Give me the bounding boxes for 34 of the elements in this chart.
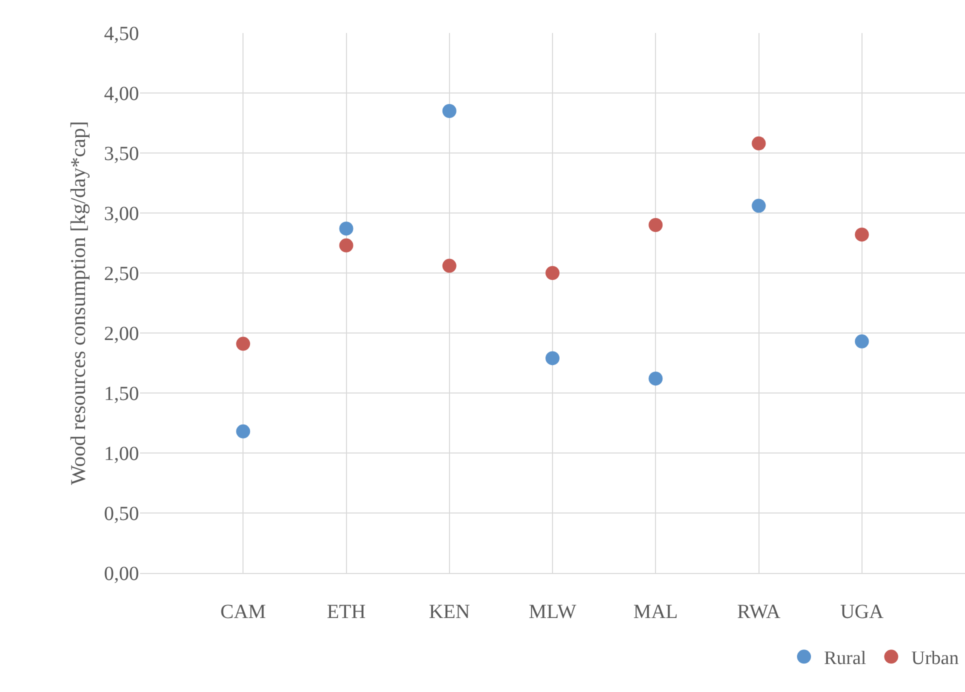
point <box>442 104 456 118</box>
point <box>236 336 250 351</box>
x-tick-label: MLW <box>528 601 576 623</box>
x-tick-label: ETH <box>326 601 366 623</box>
y-tick-label: 4,00 <box>104 83 139 105</box>
legend-label: Rural <box>824 648 866 670</box>
legend-label: Urban <box>911 648 960 670</box>
y-tick-label: 3,50 <box>104 143 139 165</box>
x-tick-label: RWA <box>737 601 781 623</box>
point <box>854 228 869 242</box>
point <box>648 372 663 386</box>
y-tick-label: 1,50 <box>104 383 139 405</box>
point <box>442 258 456 273</box>
y-tick-label: 0,50 <box>104 503 139 525</box>
x-tick-label: KEN <box>428 601 470 623</box>
x-tick-label: UGA <box>840 601 884 623</box>
y-tick-label: 3,00 <box>104 203 139 225</box>
point <box>546 266 560 280</box>
point <box>339 222 354 236</box>
point <box>648 218 663 232</box>
point <box>752 198 766 213</box>
point <box>854 334 869 348</box>
y-tick-label: 2,50 <box>104 263 139 285</box>
point <box>546 351 560 366</box>
y-tick-label: 1,00 <box>104 443 139 465</box>
y-tick-label: 0,00 <box>104 563 139 585</box>
point <box>339 238 354 252</box>
y-axis-title: Wood resources consumption [kg/day*cap] <box>66 121 90 485</box>
y-tick-label: 2,00 <box>104 323 139 345</box>
point <box>236 424 250 438</box>
y-tick-label: 4,50 <box>104 23 139 45</box>
x-tick-label: MAL <box>633 601 678 623</box>
point <box>752 136 766 150</box>
x-tick-label: CAM <box>220 601 266 623</box>
